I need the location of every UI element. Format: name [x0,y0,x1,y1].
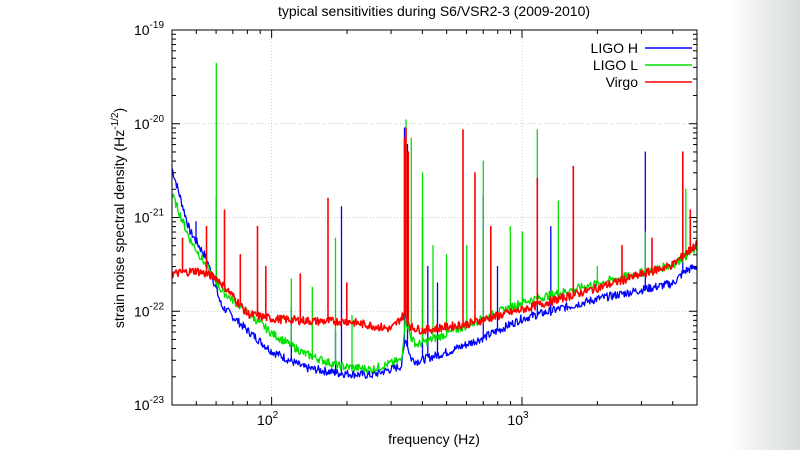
y-tick-label: 10-23 [134,395,164,413]
y-axis-label-sup: -1/2 [110,112,121,130]
series-line-ligo-l [171,62,698,374]
x-tick-base: 10 [507,412,523,428]
legend-label: LIGO L [593,57,638,73]
legend-label: Virgo [606,74,639,90]
x-tick-labels: 102 103 [257,410,529,428]
legend-label: LIGO H [591,40,638,56]
x-tick-base: 10 [257,412,273,428]
background-edge [730,0,800,450]
y-tick-base: 10 [134,397,150,413]
y-axis-label: strain noise spectral density (Hz-1/2) [110,108,127,328]
y-tick-base: 10 [134,303,150,319]
series-line-virgo [171,127,698,335]
y-tick-base: 10 [134,22,150,38]
y-axis-label-end: ) [111,108,127,113]
x-tick-label: 103 [507,410,529,428]
series-lines [171,62,698,379]
x-tick-exponent: 2 [273,410,279,421]
y-tick-label: 10-20 [134,114,164,132]
y-tick-base: 10 [134,116,150,132]
y-tick-base: 10 [134,210,150,226]
x-tick-exponent: 3 [523,410,529,421]
chart-title: typical sensitivities during S6/VSR2-3 (… [278,3,590,19]
y-tick-label: 10-19 [134,20,164,38]
y-axis-label-main: strain noise spectral density (Hz [111,130,127,328]
y-tick-exponent: -23 [150,395,165,406]
y-tick-label: 10-21 [134,208,164,226]
y-tick-exponent: -19 [150,20,165,31]
y-tick-exponent: -21 [150,208,165,219]
y-tick-exponent: -22 [150,301,165,312]
x-axis-label: frequency (Hz) [388,431,480,447]
y-tick-label: 10-22 [134,301,164,319]
plot-frame [171,29,698,406]
series-line-ligo-h [171,127,698,379]
y-tick-exponent: -20 [150,114,165,125]
x-tick-label: 102 [257,410,279,428]
